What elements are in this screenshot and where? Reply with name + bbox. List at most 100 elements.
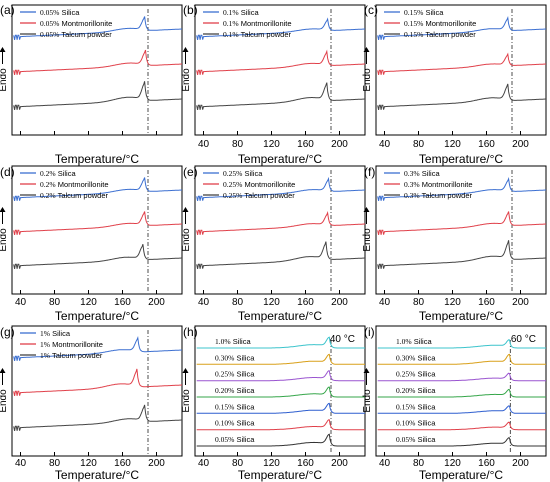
y-axis-label: Endo — [181, 68, 192, 92]
legend-entry: 0.25% Silica — [223, 169, 263, 178]
panel-label: (f) — [364, 165, 375, 179]
panel-label: (b) — [183, 3, 198, 17]
curve-label-prefix: 0.20% — [396, 386, 415, 395]
y-axis-label: Endo — [0, 228, 9, 252]
legend-entry-prefix: 0.05% — [40, 19, 59, 28]
panel-label: (c) — [364, 3, 378, 17]
legend-entry-material: Montmorillonite — [242, 180, 295, 189]
legend-entry-prefix: 0.05% — [40, 8, 59, 17]
x-tick-label: 160 — [478, 458, 495, 469]
series-0-30-silica — [196, 353, 365, 365]
series-1-talcum-powder — [13, 404, 182, 431]
legend-entry-prefix: 0.25% — [223, 169, 242, 178]
x-axis-label: Temperature/°C — [238, 468, 322, 482]
curve-label-material: Silica — [234, 435, 255, 444]
legend-entry: 0.1% Silica — [223, 8, 259, 17]
curve-label-material: Silica — [415, 435, 436, 444]
curve-label: 0.20% Silica — [396, 386, 436, 395]
x-tick-label: 120 — [444, 458, 461, 469]
x-tick-label: 40 — [379, 297, 391, 308]
panel-i: (i) 40 80 120 160 200 Temperature/°C Endo 1.0% S… — [362, 325, 547, 482]
legend-entry-material: Talcum powder — [50, 351, 103, 360]
legend-entry: 0.3% Silica — [404, 169, 440, 178]
x-axis-label: Temperature/°C — [55, 468, 139, 482]
legend-entry-prefix: 0.25% — [223, 180, 242, 189]
plot-frame — [11, 4, 183, 136]
curve-label-material: Silica — [234, 370, 255, 379]
series-0-05-silica — [196, 433, 365, 447]
x-tick-label: 160 — [297, 139, 314, 150]
y-axis-label-group: Endo — [362, 47, 373, 92]
curve-label-material: Silica — [412, 337, 433, 346]
legend-entry-prefix: 0.3% — [404, 191, 420, 200]
curve-label: 0.30% Silica — [215, 353, 255, 362]
curve-label-material: Silica — [234, 386, 255, 395]
curve-label-material: Silica — [415, 353, 436, 362]
curve-label-prefix: 0.05% — [396, 435, 415, 444]
curve-label-prefix: 0.25% — [396, 370, 415, 379]
series-0-3-talcum-powder — [377, 240, 546, 269]
legend-entry-prefix: 0.25% — [223, 191, 242, 200]
x-tick-label: 120 — [444, 297, 461, 308]
legend-entry-material: Silica — [50, 329, 71, 338]
curve-label: 0.25% Silica — [215, 370, 255, 379]
x-tick-label: 160 — [478, 139, 495, 150]
x-tick-label: 40 — [379, 139, 391, 150]
legend-entry-prefix: 0.1% — [223, 30, 239, 39]
legend-entry-material: Talcum powder — [242, 191, 295, 200]
panel-c: (c) 40 80 120 160 200 Temperature/°C Endo 0.15% … — [362, 3, 547, 166]
legend-entry: 0.2% Montmorillonite — [40, 180, 109, 189]
x-tick-label: 120 — [80, 297, 97, 308]
x-tick-label: 40 — [15, 297, 27, 308]
x-tick-label: 80 — [232, 297, 244, 308]
x-tick-label: 120 — [263, 458, 280, 469]
series-1-0-silica — [377, 339, 546, 349]
legend-entry-prefix: 1% — [40, 340, 50, 349]
panel-g: (g) 40 80 120 160 200 Temperature/°C Endo 1% Sil… — [0, 325, 183, 482]
legend-entry-prefix: 0.15% — [404, 19, 423, 28]
curve-label: 0.15% Silica — [396, 402, 436, 411]
y-axis-label: Endo — [181, 228, 192, 252]
series-0-20-silica — [196, 386, 365, 398]
x-tick-label: 200 — [512, 297, 529, 308]
legend-entry-prefix: 0.2% — [40, 180, 56, 189]
x-axis-label: Temperature/°C — [55, 152, 139, 166]
legend-entry-prefix: 0.05% — [40, 30, 59, 39]
curve-label: 0.30% Silica — [396, 353, 436, 362]
y-axis-label: Endo — [362, 68, 373, 92]
plot-frame — [375, 165, 547, 295]
x-tick-label: 80 — [49, 297, 61, 308]
series-0-05-montmorillonite — [13, 49, 182, 75]
x-tick-label: 40 — [15, 458, 27, 469]
series-1-montmorillonite — [13, 368, 182, 396]
x-tick-label: 200 — [331, 297, 348, 308]
y-axis-arrow-icon — [0, 47, 6, 52]
y-axis-arrow-icon — [363, 368, 370, 373]
series-1-0-silica — [196, 336, 365, 349]
legend-entry: 0.3% Montmorillonite — [404, 180, 473, 189]
curve-label-prefix: 0.30% — [396, 353, 415, 362]
legend-entry-prefix: 1% — [40, 329, 50, 338]
curve-label-prefix: 0.25% — [215, 370, 234, 379]
legend-entry-prefix: 0.1% — [223, 8, 239, 17]
legend-entry-material: Montmorillonite — [56, 180, 109, 189]
series-0-25-silica — [196, 370, 365, 382]
series-0-05-talcum-powder — [13, 81, 182, 110]
legend-entry: 1% Montmorillonite — [40, 340, 103, 349]
curve-label-prefix: 1.0% — [396, 337, 412, 346]
y-axis-label-group: Endo — [362, 368, 373, 413]
y-axis-label-group: Endo — [0, 47, 9, 92]
series-0-15-montmorillonite — [377, 52, 546, 75]
x-tick-label: 160 — [114, 458, 131, 469]
y-axis-label: Endo — [0, 389, 9, 413]
x-axis-label: Temperature/°C — [238, 309, 322, 323]
panel-e: (e) 40 80 120 160 200 Temperature/°C Endo 0.25% … — [181, 165, 366, 323]
legend-entry: 0.15% Talcum powder — [404, 30, 476, 39]
x-axis-label: Temperature/°C — [55, 309, 139, 323]
plot-frame — [375, 325, 547, 457]
series-0-10-silica — [196, 419, 365, 431]
panel-f: (f) 40 80 120 160 200 Temperature/°C Endo 0.3% S… — [362, 165, 547, 323]
curve-label-prefix: 0.10% — [215, 419, 234, 428]
panel-label: (i) — [364, 325, 375, 339]
